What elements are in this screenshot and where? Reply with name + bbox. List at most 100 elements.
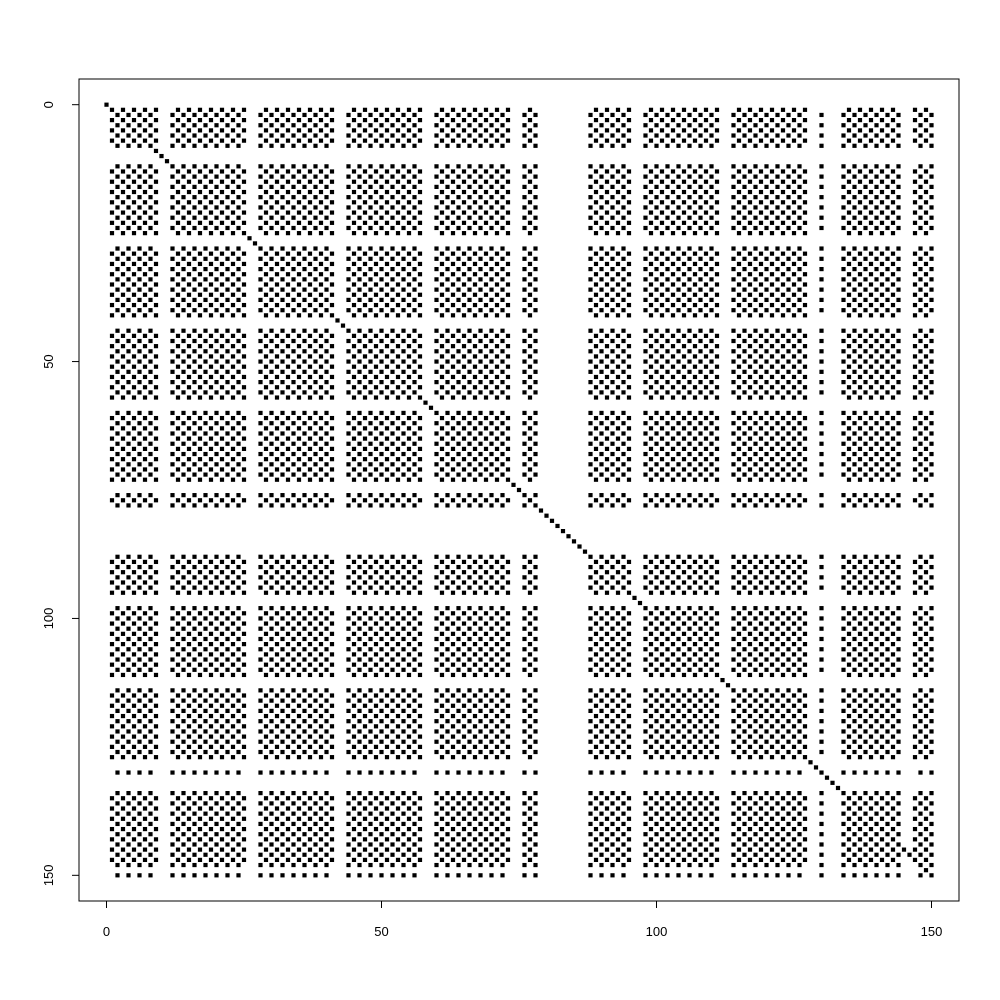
data-point: [797, 184, 802, 189]
data-point: [857, 292, 863, 297]
data-point: [500, 626, 505, 631]
data-point: [258, 266, 263, 272]
data-point: [802, 261, 808, 267]
data-point: [197, 210, 203, 215]
data-point: [687, 123, 692, 128]
data-point: [368, 410, 373, 416]
data-point: [280, 184, 285, 189]
data-point: [879, 570, 885, 575]
data-point: [412, 277, 417, 282]
data-point: [142, 498, 148, 503]
data-point: [758, 179, 764, 184]
data-point: [654, 266, 659, 272]
data-point: [599, 195, 604, 200]
data-point: [494, 426, 500, 431]
data-point: [390, 133, 395, 138]
data-point: [610, 554, 615, 559]
data-point: [236, 369, 241, 374]
data-point: [489, 133, 494, 138]
data-point: [505, 395, 511, 400]
data-point: [472, 436, 478, 441]
data-point: [846, 189, 852, 195]
data-point: [923, 611, 929, 616]
data-point: [307, 580, 313, 585]
data-point: [357, 421, 362, 426]
data-point: [450, 138, 456, 143]
data-point: [786, 421, 791, 426]
data-point: [593, 415, 599, 421]
data-point: [362, 302, 368, 308]
data-point: [879, 333, 885, 338]
data-point: [797, 297, 802, 303]
data-point: [379, 359, 384, 364]
data-point: [918, 441, 923, 446]
data-point: [747, 467, 753, 472]
data-point: [802, 467, 808, 472]
data-point: [747, 333, 753, 338]
data-point: [885, 266, 890, 272]
data-point: [478, 369, 483, 374]
data-point: [461, 580, 467, 585]
data-point: [736, 457, 742, 462]
data-point: [483, 210, 489, 215]
data-point: [412, 451, 417, 457]
data-point: [626, 118, 632, 123]
data-point: [274, 446, 280, 451]
data-point: [175, 200, 181, 205]
data-point: [137, 369, 142, 374]
data-point: [626, 344, 632, 349]
data-point: [610, 123, 615, 128]
data-point: [610, 184, 615, 189]
data-point: [929, 431, 934, 436]
data-point: [819, 575, 824, 580]
data-point: [692, 210, 698, 215]
data-point: [588, 205, 593, 210]
data-point: [186, 590, 192, 595]
data-point: [648, 231, 654, 236]
data-point: [923, 261, 929, 267]
data-point: [742, 380, 747, 385]
data-point: [285, 231, 291, 236]
data-point: [593, 385, 599, 390]
data-point: [819, 451, 824, 457]
data-point: [863, 585, 868, 590]
data-point: [126, 390, 131, 395]
data-point: [786, 225, 791, 231]
data-point: [120, 395, 126, 400]
data-point: [846, 354, 852, 359]
data-point: [461, 272, 467, 277]
data-point: [846, 251, 852, 256]
data-point: [879, 179, 885, 184]
data-point: [868, 251, 874, 256]
data-point: [186, 128, 192, 133]
data-point: [500, 616, 505, 621]
data-point: [395, 426, 401, 431]
data-point: [467, 184, 472, 189]
data-point: [841, 184, 846, 189]
data-point: [494, 313, 500, 318]
data-point: [681, 426, 687, 431]
data-point: [604, 292, 610, 297]
data-point: [285, 498, 291, 503]
data-point: [863, 246, 868, 251]
data-point: [753, 708, 758, 714]
data-point: [467, 174, 472, 179]
data-point: [401, 308, 406, 313]
data-point: [929, 493, 934, 498]
data-point: [885, 184, 890, 189]
data-point: [274, 631, 280, 636]
data-point: [604, 374, 610, 380]
data-point: [703, 313, 709, 318]
data-point: [445, 205, 450, 210]
data-point: [775, 493, 780, 498]
data-point: [142, 231, 148, 236]
data-point: [670, 559, 676, 565]
data-point: [676, 616, 681, 621]
data-point: [929, 410, 934, 416]
data-point: [313, 308, 318, 313]
data-point: [604, 436, 610, 441]
data-point: [764, 359, 769, 364]
data-point: [412, 554, 417, 559]
data-point: [896, 164, 901, 169]
data-point: [285, 251, 291, 256]
